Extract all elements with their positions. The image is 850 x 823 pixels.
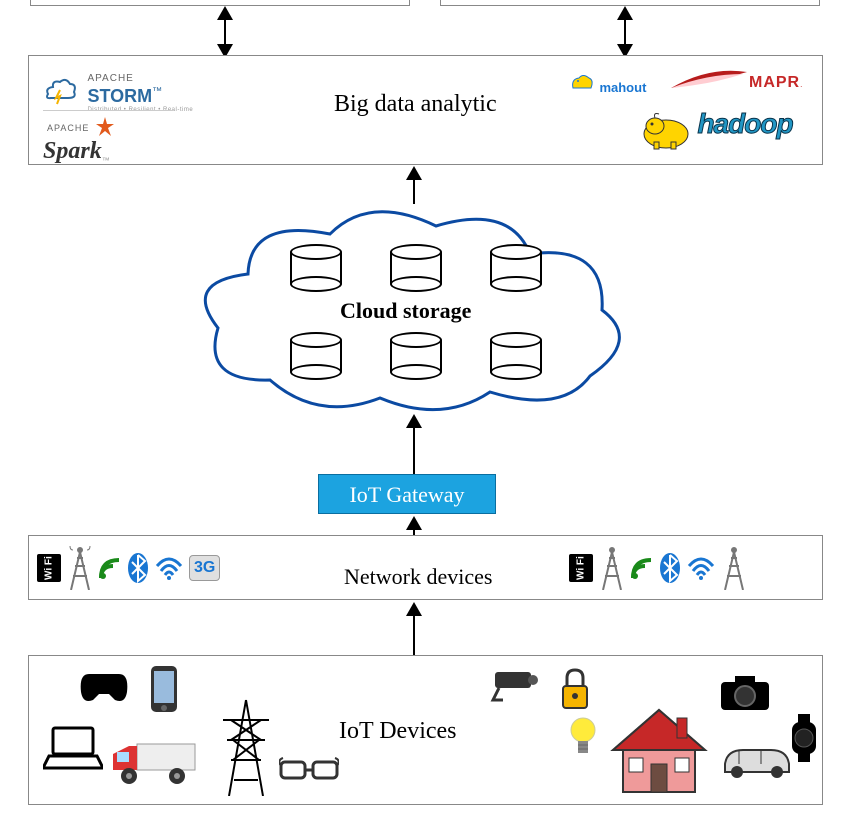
- mahout-logo: mahout: [569, 70, 646, 97]
- wifi-badge-icon: Wi Fi: [569, 554, 593, 582]
- gamepad-icon: [79, 670, 129, 704]
- db-cylinder-icon: [390, 332, 442, 380]
- rss-green-icon: [631, 556, 653, 580]
- mahout-text: mahout: [599, 80, 646, 95]
- spark-logo: APACHE Spark™: [43, 116, 116, 165]
- glasses-icon: [279, 756, 339, 784]
- phone-icon: [149, 664, 179, 714]
- house-icon: [609, 706, 709, 796]
- mapr-logo: MAPR.: [749, 74, 802, 92]
- cell-tower-icon: [67, 546, 93, 590]
- network-title: Network devices: [344, 564, 492, 590]
- hadoop-text: hadoop: [697, 108, 792, 139]
- camera-icon: [719, 674, 771, 712]
- storm-apache-text: APACHE: [87, 73, 133, 84]
- cloud-storage: Cloud storage: [190, 200, 640, 420]
- hadoop-logo: hadoop: [639, 108, 793, 150]
- iot-devices-title: IoT Devices: [339, 718, 457, 745]
- rss-green-icon: [99, 556, 121, 580]
- mapr-text: MAPR: [749, 74, 800, 91]
- iot-devices-layer: IoT Devices: [28, 655, 823, 805]
- laptop-icon: [43, 726, 103, 770]
- storm-logo: APACHE STORM™ Distributed • Resilient • …: [43, 68, 193, 113]
- cell-tower-icon: [721, 546, 747, 590]
- db-cylinder-icon: [290, 332, 342, 380]
- wifi-arcs-icon: [155, 556, 183, 580]
- db-cylinder-icon: [490, 244, 542, 292]
- power-tower-icon: [219, 696, 273, 796]
- cell-tower-icon: [599, 546, 625, 590]
- wifi-badge-icon: Wi Fi: [37, 554, 61, 582]
- cctv-icon: [489, 666, 543, 704]
- db-cylinder-icon: [290, 244, 342, 292]
- wifi-arcs-icon: [687, 556, 715, 580]
- db-cylinder-icon: [390, 244, 442, 292]
- car-icon: [717, 740, 797, 780]
- bigdata-title: Big data analytic: [334, 91, 497, 118]
- spark-apache-text: APACHE: [47, 123, 89, 133]
- bigdata-layer: APACHE STORM™ Distributed • Resilient • …: [28, 55, 823, 165]
- network-icons-left: Wi Fi 3G: [37, 546, 220, 590]
- network-layer: Network devices Wi Fi 3G Wi Fi: [28, 535, 823, 600]
- network-icons-right: Wi Fi: [569, 546, 747, 590]
- threeg-icon: 3G: [189, 555, 220, 581]
- bluetooth-icon: [127, 552, 149, 584]
- bulb-icon: [569, 716, 597, 758]
- padlock-icon: [559, 668, 591, 710]
- feather-logo: [669, 70, 749, 97]
- truck-icon: [109, 738, 199, 786]
- cloud-label: Cloud storage: [340, 298, 471, 324]
- iot-gateway-label: IoT Gateway: [349, 482, 464, 507]
- storm-text: STORM: [87, 86, 152, 106]
- smartwatch-icon: [789, 712, 819, 764]
- db-cylinder-icon: [490, 332, 542, 380]
- bluetooth-icon: [659, 552, 681, 584]
- spark-text: Spark: [43, 138, 102, 164]
- iot-gateway-box: IoT Gateway: [318, 474, 496, 514]
